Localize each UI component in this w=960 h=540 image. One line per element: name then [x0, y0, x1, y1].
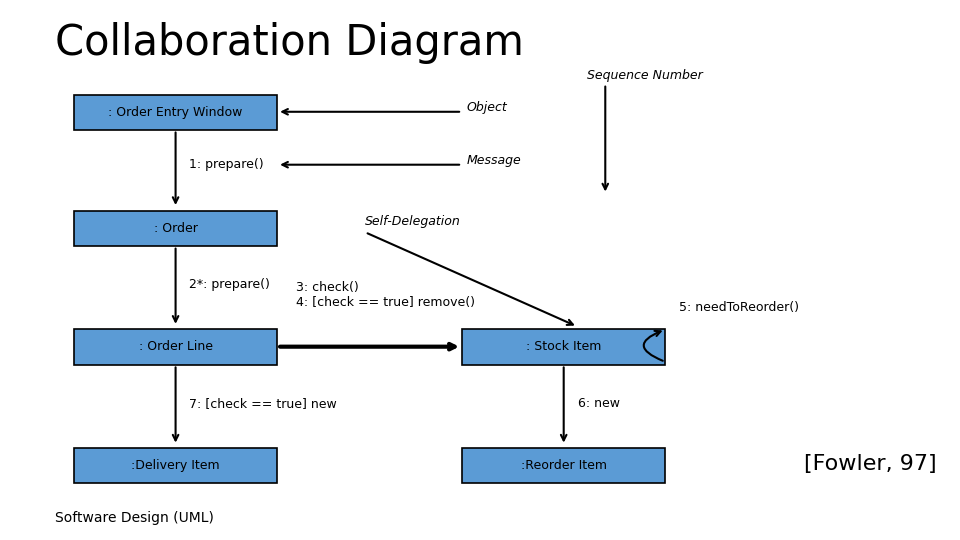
Text: Collaboration Diagram: Collaboration Diagram	[56, 22, 524, 64]
Text: 2*: prepare(): 2*: prepare()	[189, 278, 271, 291]
Text: Self-Delegation: Self-Delegation	[365, 215, 461, 228]
Text: 1: prepare(): 1: prepare()	[189, 158, 264, 171]
FancyBboxPatch shape	[74, 94, 277, 130]
Text: : Order Line: : Order Line	[138, 340, 212, 354]
Text: 6: new: 6: new	[578, 397, 619, 410]
Text: :Delivery Item: :Delivery Item	[132, 459, 220, 472]
Text: Object: Object	[467, 102, 508, 114]
Text: 5: needToReorder(): 5: needToReorder()	[680, 301, 800, 314]
FancyBboxPatch shape	[74, 448, 277, 483]
FancyBboxPatch shape	[74, 211, 277, 246]
Text: : Order: : Order	[154, 221, 198, 235]
Text: 7: [check == true] new: 7: [check == true] new	[189, 397, 337, 410]
Text: : Order Entry Window: : Order Entry Window	[108, 105, 243, 119]
Text: Sequence Number: Sequence Number	[587, 69, 703, 82]
Text: Message: Message	[467, 154, 521, 167]
Text: 3: check(): 3: check()	[296, 281, 358, 294]
Text: 4: [check == true] remove(): 4: [check == true] remove()	[296, 296, 474, 309]
Text: : Stock Item: : Stock Item	[526, 340, 601, 354]
Text: [Fowler, 97]: [Fowler, 97]	[804, 454, 937, 475]
Text: Software Design (UML): Software Design (UML)	[56, 511, 214, 525]
FancyBboxPatch shape	[74, 329, 277, 364]
FancyBboxPatch shape	[462, 448, 665, 483]
Text: :Reorder Item: :Reorder Item	[520, 459, 607, 472]
FancyBboxPatch shape	[462, 329, 665, 364]
